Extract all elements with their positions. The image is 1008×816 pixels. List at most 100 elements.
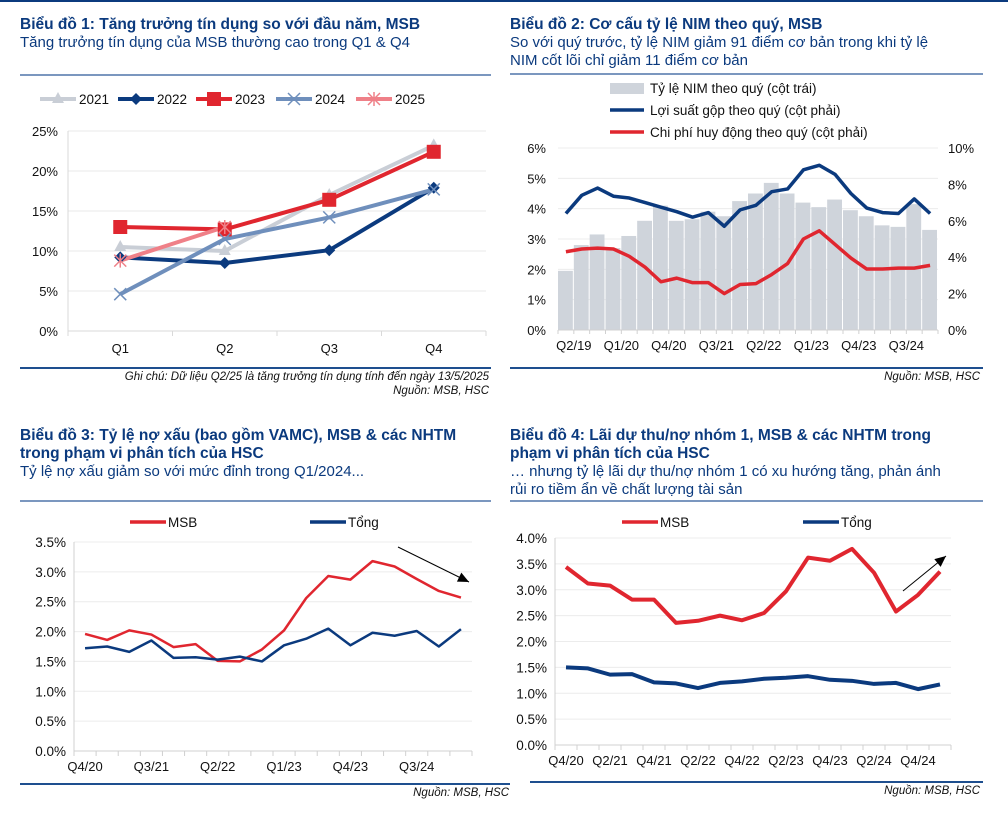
chart2-bar [843,210,858,330]
chart3-legend-label-msb: MSB [168,515,197,530]
chart2-svg: 0% 1% 2% 3% 4% 5% 6% 0% 2% 4% 6% 8% 10% Q2/19 Q1/20 Q4/… [527,81,974,353]
chart2-footer-rule [510,367,983,369]
chart1-point-2022 [427,181,440,194]
chart1-series-2024 [119,187,435,296]
chart2-xtick-label: Q2/19 [556,338,591,353]
chart2-legend-label: Tỷ lệ NIM theo quý (cột trái) [650,81,817,96]
chart4-xtick-label: Q4/22 [724,753,759,768]
chart3-xtick-label: Q4/20 [67,759,102,774]
chart1-point-2023 [113,220,128,234]
chart1-ytick-label: 5% [39,284,58,299]
chart1-ytick-label: 25% [32,124,58,139]
chart2-yright-tick-label: 4% [948,250,967,265]
chart2-xtick-label: Q3/24 [889,338,924,353]
chart4-header: Biểu đồ 4: Lãi dự thu/nợ nhóm 1, MSB & c… [510,427,990,499]
chart2-bar [874,225,890,330]
chart4-ytick-label: 3.5% [516,557,547,572]
chart2-xtick-label: Q1/20 [604,338,639,353]
chart1-legend-marker-2025 [367,92,381,106]
chart3-legend-label-t-ng: Tổng [348,515,379,530]
chart1-legend-label-2024: 2024 [315,92,346,107]
chart3-xtick-label: Q1/23 [266,759,301,774]
chart1-series-2022 [120,186,435,265]
chart3-ytick-label: 1.5% [35,654,66,669]
chart2-bar [890,226,906,330]
chart4-xtick-label: Q4/23 [812,753,847,768]
chart2-bar [716,216,732,330]
chart2-bar [763,182,779,330]
chart3-xtick-label: Q2/22 [200,759,235,774]
chart1-point-2024 [322,210,336,224]
chart1-point-2021 [218,244,231,255]
chart2-yright-tick-label: 0% [948,323,967,338]
chart1-legend-marker-2021 [52,92,64,103]
chart1-legend-label-2023: 2023 [235,92,265,107]
chart4-title-2: phạm vi phân tích của HSC [510,445,710,462]
chart2-bar [668,220,684,330]
chart1-point-2023 [426,144,441,159]
chart1-xtick-label: Q1 [112,341,129,356]
chart4-subtitle-1: … nhưng tỷ lệ lãi dự thu/nợ nhóm 1 có xu… [510,463,941,480]
chart3-ytick-label: 0.5% [35,714,66,729]
chart2-bar [653,205,668,330]
chart3-trend-arrow-head [456,572,469,582]
chart3-source: Nguồn: MSB, HSC [413,787,509,799]
chart4-legend-label-msb: MSB [660,515,689,530]
chart1-legend-label-2022: 2022 [157,92,187,107]
chart1-point-2022 [323,244,336,257]
chart2-bar [621,235,637,330]
chart4-xtick-label: Q2/21 [592,753,627,768]
chart2-subtitle-2: NIM cốt lõi chỉ giảm 11 điểm cơ bản [510,52,748,69]
chart2-yleft-tick-label: 4% [527,202,546,217]
chart2-bar [684,219,700,330]
chart4-xtick-label: Q4/21 [636,753,671,768]
chart1-legend-label-2021: 2021 [79,92,109,107]
chart4-xtick-label: Q2/22 [680,753,715,768]
chart1-point-2024 [113,287,127,301]
chart2-yleft-tick-label: 3% [527,232,546,247]
chart3-title-2: trong phạm vi phân tích của HSC [20,445,264,462]
chart3-svg: 0.0% 0.5% 1.0% 1.5% 2.0% 2.5% 3.0% 3.5% Q4/20 Q3/… [35,515,473,774]
chart4-xtick-label: Q4/20 [548,753,583,768]
chart4-series-msb [564,546,942,625]
chart1-point-2023 [322,192,337,207]
chart4-ytick-label: 2.0% [516,635,547,650]
chart4-xtick-label: Q2/23 [768,753,803,768]
chart3-series-msb [84,559,462,663]
top-border [0,0,1008,2]
chart2-bar [748,193,763,330]
chart4-subtitle-2: rủi ro tiềm ẩn về chất lượng tài sản [510,481,743,498]
chart3-ytick-label: 2.0% [35,625,66,640]
chart1-header: Biểu đồ 1: Tăng trưởng tín dụng so với đ… [20,16,490,52]
chart4-ytick-label: 1.0% [516,686,547,701]
chart1-source: Nguồn: MSB, HSC [393,385,489,397]
chart2-header: Biểu đồ 2: Cơ cấu tỷ lệ NIM theo quý, MS… [510,16,990,70]
chart2-bar [573,245,589,330]
chart1-xtick-label: Q2 [216,341,233,356]
chart4-legend-label-t-ng: Tổng [841,515,872,530]
chart3-footer-rule [20,783,510,785]
chart3-trend-arrow-line [397,546,470,583]
chart3-xtick-label: Q3/24 [399,759,434,774]
chart2-xtick-label: Q1/23 [794,338,829,353]
chart1-svg: 0% 5% 10% 15% 20% 25% Q1 Q2 Q3 Q4 2021 2022 2023 2024… [32,92,487,356]
chart2-bar [558,270,573,330]
chart3-subtitle: Tỷ lệ nợ xấu giảm so với mức đỉnh trong … [20,463,365,480]
chart4-series-t-ng [565,665,941,692]
chart4-source: Nguồn: MSB, HSC [884,785,980,797]
chart1-legend-marker-2022 [130,93,142,105]
chart1-ytick-label: 10% [32,244,58,259]
chart1-series-2021 [120,143,435,253]
chart1-ytick-label: 0% [39,324,58,339]
chart1-ytick-label: 15% [32,204,58,219]
chart2-yleft-tick-label: 1% [527,293,546,308]
chart1-legend-label-2025: 2025 [395,92,425,107]
chart2-bar [700,211,716,330]
chart1-point-2021 [114,240,127,251]
chart2-yright-tick-label: 10% [948,141,974,156]
chart1-series-2023 [120,149,435,232]
chart4-footer-rule [530,781,983,783]
chart1-ytick-label: 20% [32,164,58,179]
chart2-legend-swatch-nim [610,83,644,94]
chart4-xtick-label: Q4/24 [900,753,935,768]
